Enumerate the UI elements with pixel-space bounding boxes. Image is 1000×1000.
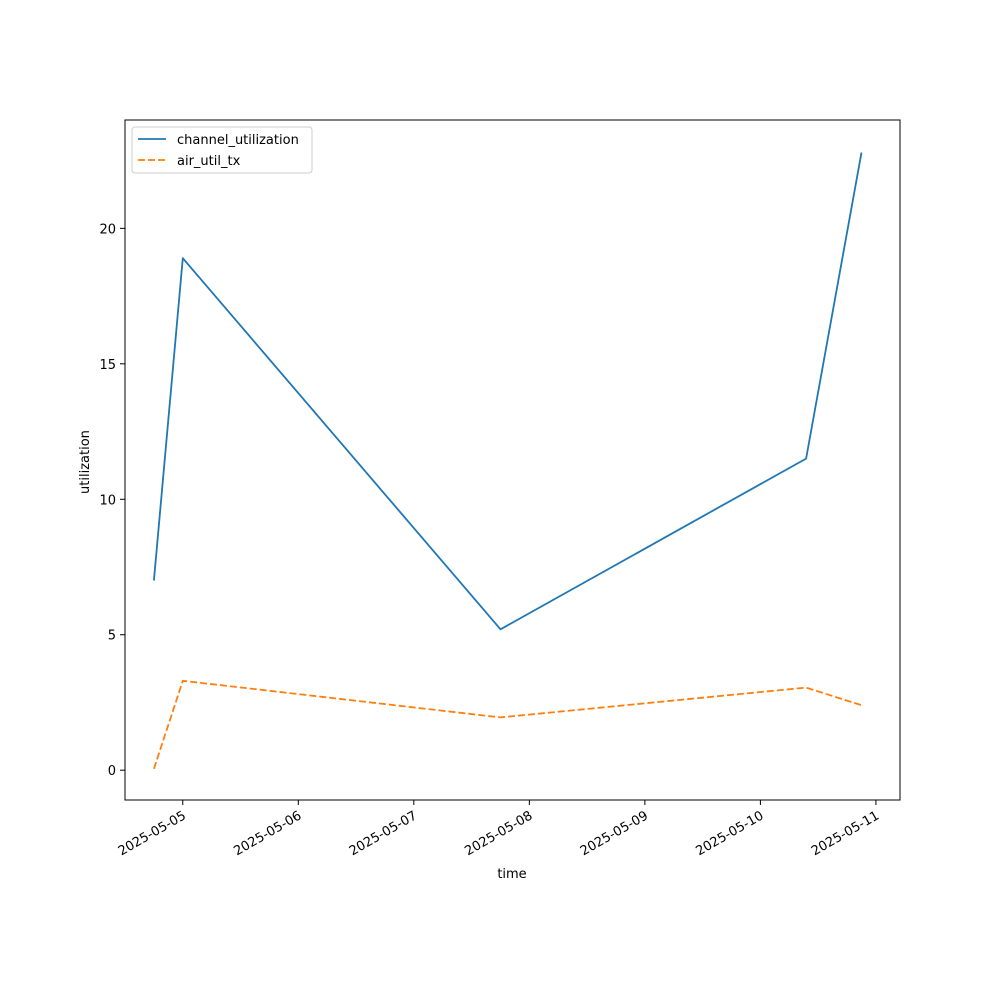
- x-tick-label-3: 2025-05-08: [462, 808, 535, 859]
- series-line-channel_utilization: [153, 152, 863, 631]
- x-tick-label-2: 2025-05-07: [347, 808, 420, 859]
- series-line-air_util_tx: [153, 679, 862, 770]
- x-tick-label-6: 2025-05-11: [809, 808, 882, 859]
- x-tick-label-4: 2025-05-09: [578, 808, 651, 859]
- x-axis: 2025-05-05 2025-05-06 2025-05-07 2025-05-08…: [116, 800, 882, 859]
- x-tick-label-1: 2025-05-06: [231, 808, 304, 859]
- y-tick-label-0: 0: [108, 764, 116, 779]
- y-tick-label-1: 5: [108, 629, 116, 644]
- legend-label-channel_utilization: channel_utilization: [177, 133, 299, 148]
- legend-label-air_util_tx: air_util_tx: [177, 154, 241, 169]
- y-tick-label-4: 20: [99, 222, 116, 237]
- plot-area: [124, 119, 901, 801]
- x-axis-label: time: [497, 867, 526, 882]
- y-axis-label: utilization: [78, 430, 93, 494]
- y-tick-label-2: 10: [99, 493, 116, 508]
- legend: channel_utilization air_util_tx: [131, 126, 313, 174]
- series-lines: [153, 152, 863, 770]
- y-tick-label-3: 15: [99, 358, 116, 373]
- y-axis: 0 5 10 15 20: [99, 222, 125, 779]
- x-tick-label-5: 2025-05-10: [693, 808, 766, 859]
- legend-box: [131, 126, 313, 174]
- x-tick-label-0: 2025-05-05: [116, 808, 189, 859]
